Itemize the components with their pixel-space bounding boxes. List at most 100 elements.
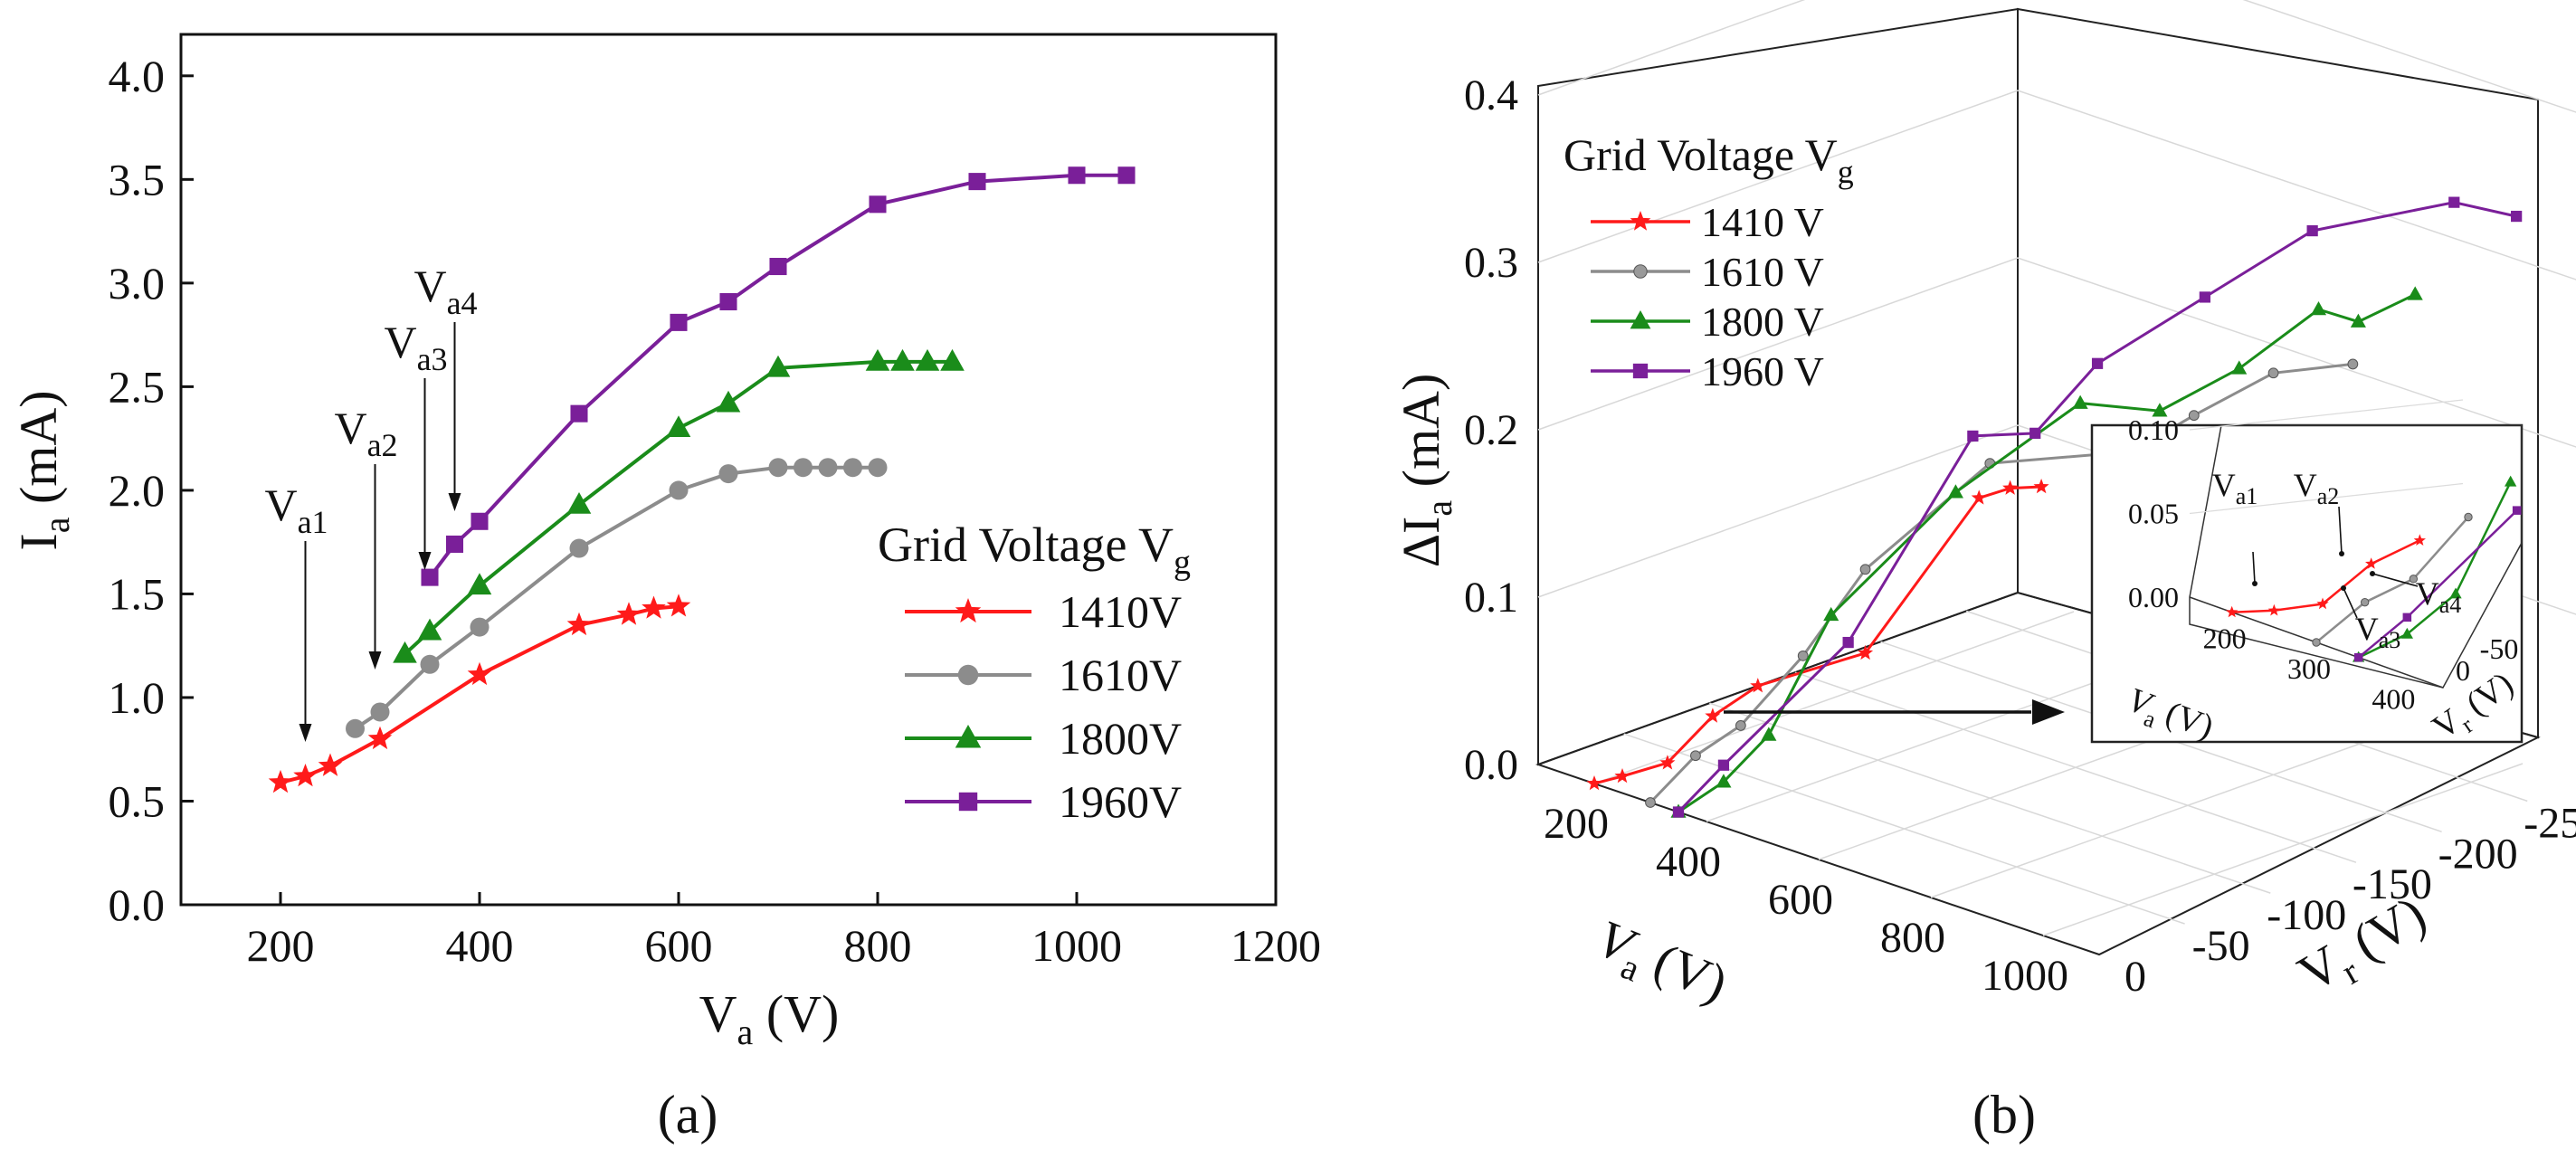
annotation-a1: Va1	[264, 480, 328, 540]
y-tick-label: -200	[2438, 830, 2518, 878]
x-tick-label: 1000	[1982, 952, 2068, 1000]
data-point	[2267, 367, 2279, 379]
data-point	[420, 654, 440, 674]
panel-b-xlabel: Va (V)	[1586, 908, 1736, 1021]
inset-data-point	[2402, 613, 2412, 622]
data-point	[2231, 360, 2248, 375]
inset-x-tick-label: 300	[2287, 652, 2331, 685]
x-tick-label: 600	[645, 920, 713, 971]
data-point	[1761, 727, 1777, 741]
data-point	[1705, 708, 1721, 723]
wall-gridline	[1537, 0, 2576, 113]
inset-pointer-arrowhead	[2032, 699, 2065, 725]
data-point	[669, 480, 689, 500]
legend-label: 1800V	[1059, 713, 1182, 764]
panel-a-caption: (a)	[658, 1085, 718, 1145]
data-point	[1659, 755, 1676, 770]
data-point	[716, 390, 741, 413]
inset-gridline	[2189, 399, 2464, 431]
annotation-arrowhead	[368, 651, 382, 670]
inset-y-tick-label: -50	[2480, 632, 2519, 665]
annotation-arrowhead	[418, 552, 432, 570]
legend-label: 1610 V	[1701, 249, 1824, 295]
inset-z-tick-label: 0.05	[2128, 498, 2179, 530]
data-point	[471, 512, 489, 530]
inset-frame	[2090, 423, 2524, 744]
data-point	[318, 753, 343, 776]
data-point	[1586, 775, 1602, 791]
data-point	[367, 726, 393, 750]
floor-gridline	[2042, 763, 2524, 936]
inset-data-point	[2512, 506, 2522, 515]
data-point	[1750, 678, 1766, 693]
y-tick-label: 1.0	[109, 672, 166, 723]
y-tick-label: -100	[2267, 891, 2346, 939]
data-point	[1735, 720, 1746, 731]
panel-a-plot-frame	[179, 33, 1278, 907]
data-point	[765, 355, 791, 377]
data-point	[666, 415, 691, 437]
inset-x-tick-label: 200	[2203, 622, 2247, 655]
series-1410 V	[1586, 479, 2049, 791]
data-point	[2091, 357, 2104, 369]
panel-b-floor	[1535, 591, 2541, 956]
y-tick-label: 1.5	[109, 568, 166, 619]
data-point	[2347, 358, 2359, 370]
x-tick-label: 1200	[1231, 920, 1321, 971]
data-point	[670, 313, 688, 331]
annotation-a4: Va4	[413, 261, 477, 321]
inset-annotation-arrow	[2338, 506, 2343, 555]
data-point	[1068, 166, 1086, 185]
x-tick-label: 800	[844, 920, 912, 971]
legend-marker	[955, 598, 982, 623]
inset-annotation-arrow	[2252, 551, 2256, 584]
annotation-arrowhead	[299, 724, 312, 742]
panel-b-zlabel: ΔIa (mA)	[1392, 374, 1459, 568]
legend-label: 1960V	[1059, 776, 1182, 827]
legend-marker	[1630, 211, 1651, 231]
floor-gridline	[1709, 702, 2271, 894]
z-tick-label: 0.3	[1464, 239, 1518, 287]
data-point	[2072, 394, 2088, 409]
y-tick-label: 0.5	[109, 775, 166, 826]
panel-a-xlabel: Va (V)	[699, 984, 840, 1052]
series-1610 V	[1645, 358, 2359, 808]
data-point	[445, 535, 464, 553]
data-point	[1858, 644, 1874, 660]
inset-data-point	[2226, 605, 2239, 618]
legend-marker	[958, 792, 978, 812]
y-tick-label: 2.0	[109, 465, 166, 516]
data-point	[768, 458, 788, 478]
y-tick-label: 0.0	[109, 879, 166, 930]
data-point	[1967, 430, 1979, 442]
data-point	[940, 348, 965, 371]
panel-b-legend-title: Grid Voltage Vg	[1564, 129, 1854, 190]
floor-gridline	[1623, 733, 2185, 925]
data-point	[293, 764, 318, 787]
data-point	[2033, 479, 2049, 494]
data-point	[1842, 636, 1854, 649]
y-tick-label: -50	[2192, 922, 2250, 970]
data-point	[1971, 489, 1987, 505]
data-point	[1614, 768, 1630, 784]
data-point	[2002, 480, 2019, 495]
data-point	[569, 538, 589, 558]
data-point	[1859, 564, 1871, 575]
y-tick-label: 3.5	[109, 154, 166, 204]
legend-marker	[1633, 264, 1648, 279]
data-point	[719, 292, 737, 310]
data-point	[642, 595, 666, 619]
x-tick-label: 800	[1880, 914, 1945, 962]
x-tick-label: 400	[1656, 838, 1721, 886]
inset-data-point	[2464, 512, 2473, 522]
x-tick-label: 400	[446, 920, 514, 971]
data-point	[570, 404, 588, 423]
data-point	[1797, 650, 1809, 661]
panel-a-legend: Grid Voltage Vg 1410V 1610V 1800V 1960V	[878, 518, 1191, 827]
data-point	[1672, 806, 1685, 818]
